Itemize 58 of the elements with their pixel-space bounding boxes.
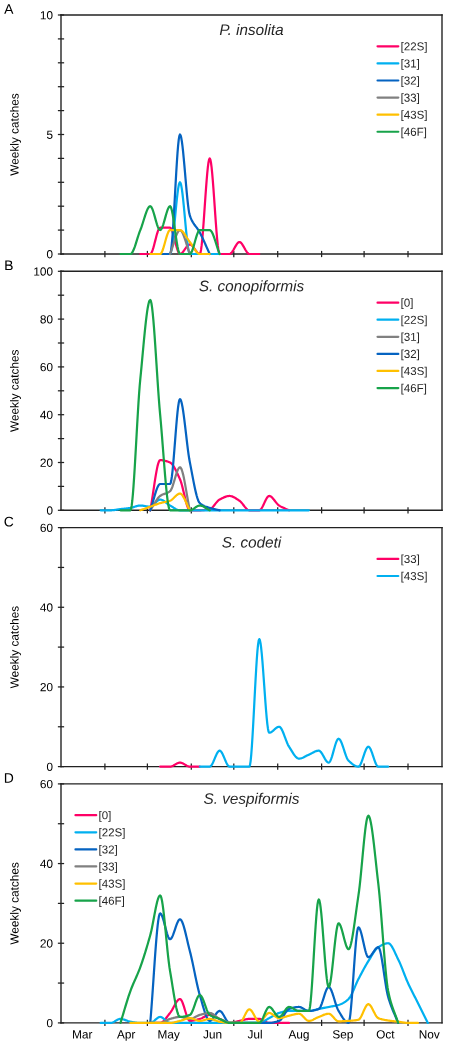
x-tick-label: Aug xyxy=(288,1030,309,1041)
y-tick-label: 0 xyxy=(46,1018,53,1028)
x-tick-label: Mar xyxy=(73,1030,93,1039)
y-axis-title: Weekly catches xyxy=(9,606,21,689)
chart-title: P. insolita xyxy=(219,23,284,36)
legend-label: [22S] xyxy=(401,42,427,53)
legend-label: [31] xyxy=(401,59,420,70)
legend-label: [46F] xyxy=(99,896,124,908)
legend-label: [43S] xyxy=(99,879,125,890)
y-tick-label: 40 xyxy=(40,859,53,868)
y-tick-label: 60 xyxy=(40,362,53,372)
legend-label: [46F] xyxy=(401,127,427,139)
legend-label: [0] xyxy=(99,810,111,822)
legend-label: [43S] xyxy=(401,366,427,378)
y-tick-label: 5 xyxy=(46,130,53,139)
legend-label: [32] xyxy=(401,349,420,361)
text: S. conopiformis xyxy=(199,280,304,295)
y-tick-label: 20 xyxy=(40,939,53,948)
legend-label: [33] xyxy=(401,554,420,566)
y-tick-label: 40 xyxy=(40,410,53,420)
legend-label: [43S] xyxy=(401,110,427,122)
x-tick-label: Nov xyxy=(419,1030,440,1039)
legend-label: [0] xyxy=(401,298,413,310)
y-tick-label: 60 xyxy=(40,779,53,789)
y-tick-label: 20 xyxy=(40,458,53,467)
x-tick-label: May xyxy=(158,1030,180,1041)
y-tick-label: 10 xyxy=(40,11,53,20)
legend-label: [32] xyxy=(99,845,117,856)
legend-label: [33] xyxy=(99,862,117,873)
legend-label: [43S] xyxy=(401,571,427,583)
legend-label: [32] xyxy=(401,76,420,87)
x-tick-label: Sep xyxy=(332,1030,353,1041)
y-axis-title: Weekly catches xyxy=(9,862,21,945)
y-tick-label: 100 xyxy=(34,267,53,276)
text: S. vespiformis xyxy=(203,792,300,808)
text: C xyxy=(4,516,14,527)
text: A xyxy=(4,4,14,14)
text: D xyxy=(4,773,14,783)
y-tick-label: 40 xyxy=(40,603,53,612)
chart-title: S. codeti xyxy=(222,536,282,548)
legend-label: [22S] xyxy=(401,315,427,327)
legend-label: [22S] xyxy=(99,827,125,839)
x-tick-label: Jul xyxy=(247,1029,262,1039)
legend-label: [31] xyxy=(401,332,420,344)
y-tick-label: 0 xyxy=(46,762,53,771)
y-tick-label: 0 xyxy=(46,506,53,515)
legend-label: [33] xyxy=(401,93,420,105)
text: B xyxy=(5,260,13,271)
legend-label: [46F] xyxy=(401,383,427,395)
y-axis-title: Weekly catches xyxy=(9,349,21,432)
y-tick-label: 20 xyxy=(40,682,53,692)
y-tick-label: 60 xyxy=(40,523,53,532)
y-tick-label: 80 xyxy=(40,315,53,324)
x-tick-label: Apr xyxy=(116,1030,136,1041)
y-axis-title: Weekly catches xyxy=(9,93,21,176)
y-tick-label: 0 xyxy=(46,250,53,259)
x-tick-label: Jun xyxy=(203,1030,222,1039)
x-tick-label: Oct xyxy=(376,1030,395,1039)
